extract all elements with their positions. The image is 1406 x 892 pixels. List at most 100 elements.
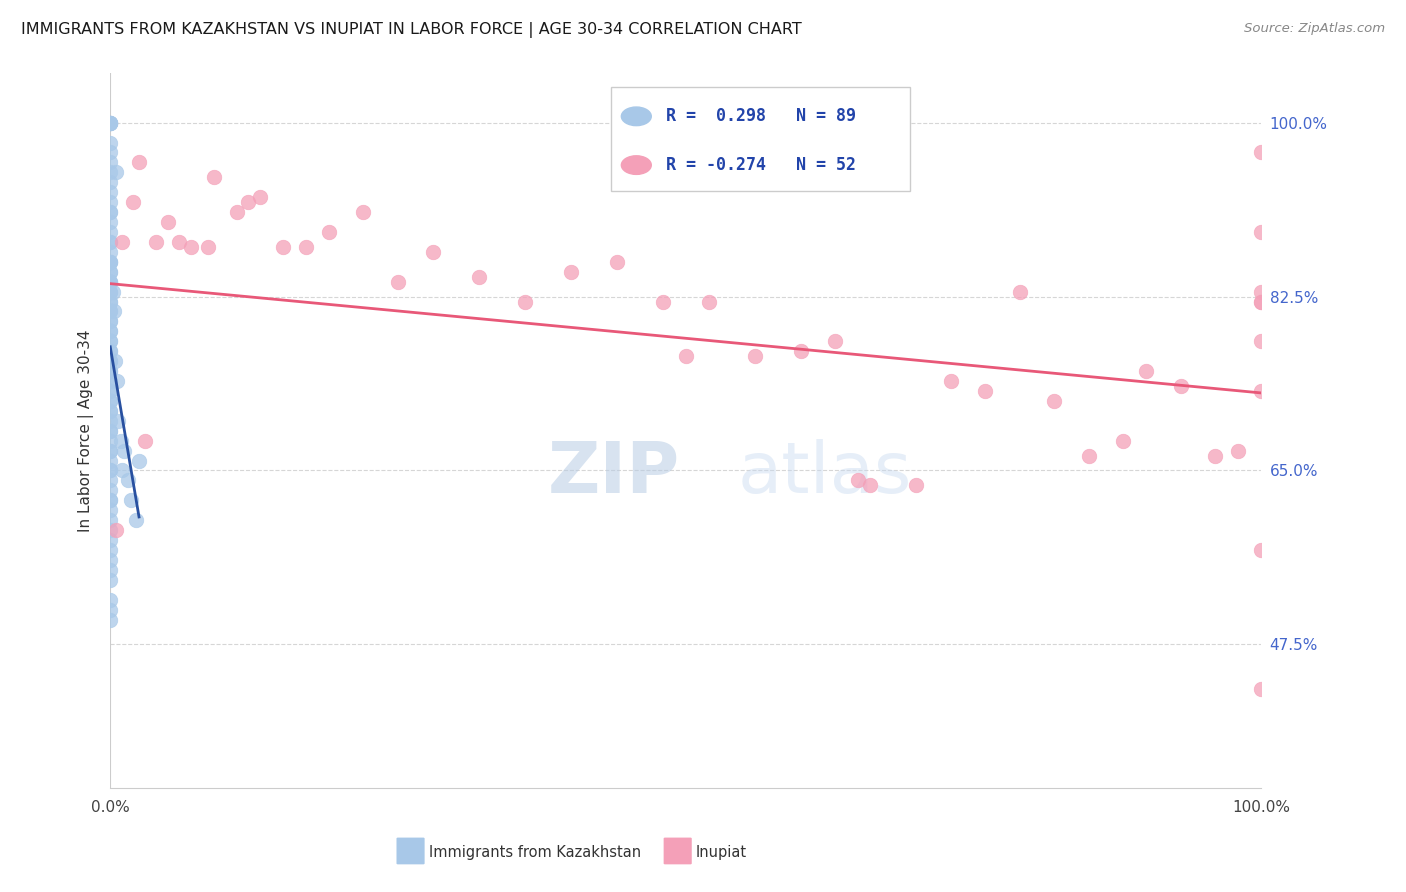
Point <box>98 533 121 547</box>
Point <box>98 265 121 279</box>
Point <box>98 424 121 438</box>
Point <box>98 602 121 616</box>
Point <box>98 136 121 150</box>
Point <box>117 474 139 488</box>
Point <box>128 155 150 169</box>
Point <box>824 334 846 349</box>
Point <box>1250 543 1272 558</box>
Point <box>98 344 121 359</box>
Point <box>98 463 121 477</box>
Point <box>98 374 121 388</box>
Point <box>249 190 271 204</box>
Point <box>98 483 121 498</box>
Point <box>98 384 121 398</box>
Y-axis label: In Labor Force | Age 30-34: In Labor Force | Age 30-34 <box>79 329 94 532</box>
Point <box>98 254 121 268</box>
Point <box>651 294 673 309</box>
Point <box>98 334 121 349</box>
Point <box>1008 285 1031 299</box>
Point <box>1250 294 1272 309</box>
Point <box>974 384 997 398</box>
Point <box>98 553 121 567</box>
Point <box>271 240 294 254</box>
Point <box>98 116 121 130</box>
Point <box>122 195 145 210</box>
Point <box>98 493 121 508</box>
Point <box>105 523 128 537</box>
Point <box>98 116 121 130</box>
Text: R =  0.298   N = 89: R = 0.298 N = 89 <box>666 107 856 126</box>
Point <box>98 404 121 418</box>
Point <box>103 304 125 318</box>
Point <box>98 463 121 477</box>
Point <box>1135 364 1157 378</box>
Point <box>120 493 142 508</box>
Point <box>98 185 121 199</box>
Point <box>98 254 121 268</box>
Point <box>134 434 156 448</box>
Point <box>98 324 121 338</box>
Point <box>98 384 121 398</box>
Point <box>675 349 697 363</box>
Point <box>98 145 121 160</box>
Circle shape <box>621 107 651 126</box>
Point <box>169 235 191 249</box>
Point <box>98 116 121 130</box>
Point <box>98 294 121 309</box>
Point <box>467 269 489 284</box>
Point <box>318 225 340 239</box>
Point <box>98 285 121 299</box>
Point <box>98 265 121 279</box>
Point <box>98 453 121 467</box>
Point <box>98 324 121 338</box>
Point <box>98 573 121 587</box>
Point <box>98 443 121 458</box>
Point <box>98 364 121 378</box>
Point <box>295 240 318 254</box>
Point <box>98 434 121 448</box>
Point <box>1250 285 1272 299</box>
Point <box>104 354 127 368</box>
Point <box>848 474 870 488</box>
Point <box>790 344 813 359</box>
Point <box>101 285 124 299</box>
Text: Immigrants from Kazakhstan: Immigrants from Kazakhstan <box>429 846 641 860</box>
Point <box>98 334 121 349</box>
Circle shape <box>621 156 651 175</box>
Point <box>98 225 121 239</box>
Point <box>98 205 121 219</box>
Point <box>98 443 121 458</box>
Point <box>513 294 536 309</box>
Point <box>1250 384 1272 398</box>
Point <box>105 374 128 388</box>
Point <box>744 349 766 363</box>
Point <box>1043 393 1066 408</box>
Point <box>180 240 202 254</box>
Point <box>98 424 121 438</box>
Point <box>128 453 150 467</box>
Point <box>156 215 179 229</box>
Point <box>98 393 121 408</box>
Point <box>98 155 121 169</box>
Point <box>98 235 121 249</box>
Point <box>98 314 121 328</box>
Point <box>197 240 219 254</box>
Point <box>98 354 121 368</box>
Point <box>124 513 146 527</box>
Point <box>105 165 128 179</box>
Point <box>1250 294 1272 309</box>
Point <box>859 478 882 492</box>
Point <box>1250 225 1272 239</box>
Point <box>606 254 628 268</box>
Point <box>98 592 121 607</box>
Point <box>98 116 121 130</box>
Point <box>98 543 121 558</box>
Point <box>112 443 135 458</box>
Point <box>98 354 121 368</box>
Point <box>1077 449 1099 463</box>
Point <box>110 434 132 448</box>
Point <box>560 265 582 279</box>
Point <box>98 474 121 488</box>
Point <box>697 294 720 309</box>
Text: R = -0.274   N = 52: R = -0.274 N = 52 <box>666 156 856 174</box>
